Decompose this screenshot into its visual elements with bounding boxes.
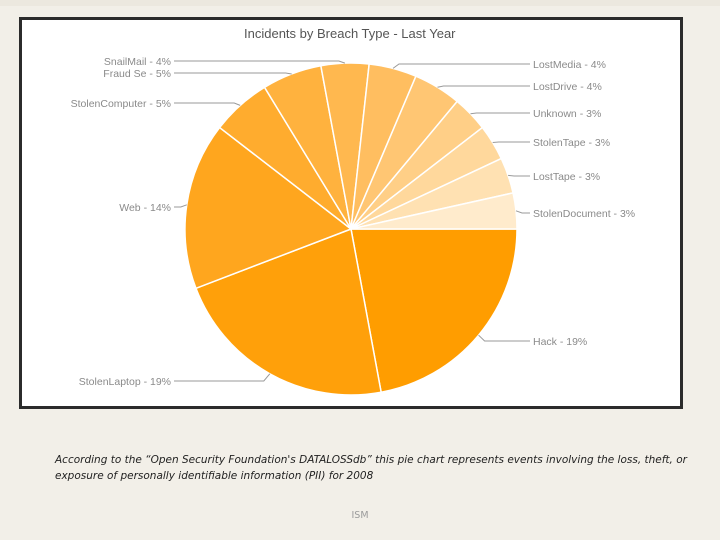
slice-label: Unknown - 3% <box>533 108 601 120</box>
slice-label: LostDrive - 4% <box>533 81 602 93</box>
slide-top-bar <box>0 0 720 6</box>
leader-line <box>174 72 292 75</box>
slice-label: Fraud Se - 5% <box>103 68 171 80</box>
footer-label: ISM <box>351 510 369 521</box>
slice-label: StolenDocument - 3% <box>533 208 635 220</box>
slice-label: LostMedia - 4% <box>533 59 606 71</box>
slice-label: Hack - 19% <box>533 336 587 348</box>
leader-line <box>478 334 530 342</box>
leader-line <box>470 112 530 115</box>
leader-line <box>437 85 530 88</box>
chart-title: Incidents by Breach Type - Last Year <box>244 26 456 41</box>
chart-caption: According to the “Open Security Foundati… <box>55 454 687 482</box>
slice-label: StolenLaptop - 19% <box>79 376 171 388</box>
slice-label: Web - 14% <box>119 202 171 214</box>
leader-line <box>508 174 530 177</box>
pie-chart: Incidents by Breach Type - Last Year Hac… <box>71 26 635 396</box>
pie-slice <box>350 228 518 394</box>
leader-line <box>174 204 187 208</box>
leader-line <box>492 141 530 143</box>
slice-label: StolenComputer - 5% <box>71 98 171 110</box>
slice-label: LostTape - 3% <box>533 171 600 183</box>
leader-line <box>515 210 530 214</box>
leader-line <box>174 373 271 382</box>
slice-label: StolenTape - 3% <box>533 137 610 149</box>
slice-label: SnailMail - 4% <box>104 56 171 68</box>
leader-line <box>174 102 241 106</box>
chart-frame: Incidents by Breach Type - Last Year Hac… <box>19 17 683 409</box>
leader-line <box>174 60 346 64</box>
leader-line <box>392 63 530 69</box>
